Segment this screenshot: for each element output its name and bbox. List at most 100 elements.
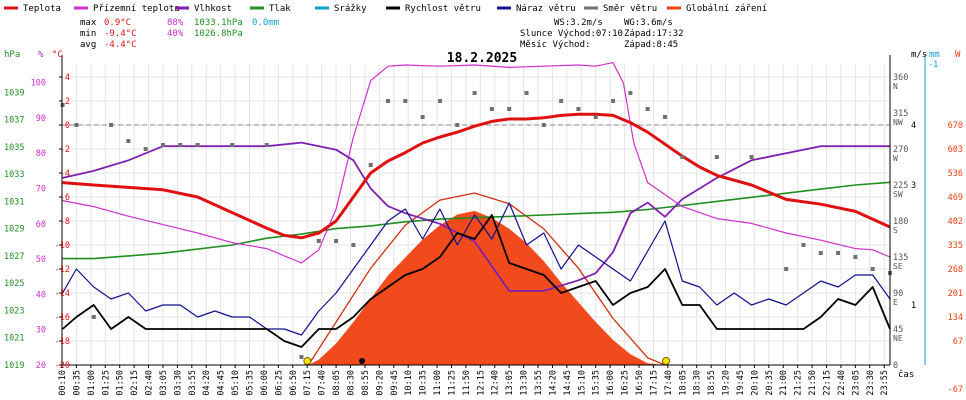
info-sunrise: Slunce Východ:07:10 xyxy=(520,29,623,39)
tick-temp: -10 xyxy=(55,241,70,251)
radiation-area xyxy=(307,192,666,366)
stat-min-temp: -9.4°C xyxy=(104,29,137,39)
tick-x: 16:00 xyxy=(606,370,616,396)
tick-dir: 360 xyxy=(893,73,908,83)
tick-x: 10:10 xyxy=(404,370,414,396)
tick-x: 13:05 xyxy=(505,370,515,396)
unit-ms: m/s xyxy=(911,50,927,60)
tick-w: 469 xyxy=(948,193,963,203)
direction-point xyxy=(351,243,356,247)
chart-title: 18.2.2025 xyxy=(447,51,517,66)
tick-x: 01:50 xyxy=(116,370,126,396)
tick-dir-letter: SE xyxy=(893,262,903,271)
stat-max-hum: 88% xyxy=(167,18,184,28)
tick-x: 09:45 xyxy=(390,370,400,396)
tick-x: 01:00 xyxy=(87,370,97,396)
tick-dir-letter: E xyxy=(893,298,898,307)
stat-max-press: 1033.1hPa xyxy=(194,18,243,28)
tick-ms: 3 xyxy=(911,181,916,191)
stat-max-temp: 0.9°C xyxy=(104,18,131,28)
tick-x: 22:15 xyxy=(823,370,833,396)
direction-point xyxy=(611,99,616,103)
tick-temp: -4 xyxy=(60,169,70,179)
legend-label-prizemni: Přízemní teplota xyxy=(93,4,180,14)
tick-x: 00:10 xyxy=(58,370,68,396)
tick-x: 07:40 xyxy=(318,370,328,396)
tick-pct: 90 xyxy=(36,114,46,124)
direction-point xyxy=(541,123,546,127)
series-prizemni xyxy=(62,62,891,264)
tick-temp: -16 xyxy=(55,313,70,323)
legend: Teplota Přízemní teplota Vlhkost Tlak Srážky… xyxy=(4,4,767,14)
series-zareni xyxy=(308,210,665,365)
tick-dir: 90 xyxy=(893,289,903,299)
series-naraz xyxy=(62,202,891,336)
tick-dir-letter: S xyxy=(893,226,898,235)
tick-temp: 0 xyxy=(65,121,70,131)
tick-dir: 270 xyxy=(893,145,908,155)
tick-temp: -18 xyxy=(55,337,70,347)
direction-point xyxy=(230,143,235,147)
tick-pct: 20 xyxy=(36,361,46,371)
tick-x: 20:10 xyxy=(750,370,760,396)
tick-x: 05:35 xyxy=(246,370,256,396)
direction-point xyxy=(455,123,460,127)
stat-min-hum: 40% xyxy=(167,29,184,39)
direction-point xyxy=(489,107,494,111)
tick-hpa: 1019 xyxy=(4,361,24,371)
direction-point xyxy=(662,115,667,119)
legend-label-srazky: Srážky xyxy=(334,4,367,14)
tick-dir-letter: NW xyxy=(893,118,903,127)
tick-hpa: 1023 xyxy=(4,306,24,316)
stat-avg-label: avg xyxy=(80,40,96,50)
tick-dir: 315 xyxy=(893,109,908,119)
tick-x: 23:30 xyxy=(866,370,876,396)
tick-x: 20:35 xyxy=(765,370,775,396)
direction-point xyxy=(714,155,719,159)
direction-point xyxy=(645,107,650,111)
direction-point xyxy=(680,155,685,159)
direction-point xyxy=(386,99,391,103)
tick-temp: -12 xyxy=(55,265,70,275)
axes: hPa% °C1019102110231025102710291031103310… xyxy=(4,50,963,396)
direction-point xyxy=(437,99,442,103)
series-teoreticke-zareni xyxy=(307,192,666,366)
tick-hpa: 1025 xyxy=(4,279,24,289)
info-wg: WG:3.6m/s xyxy=(624,18,673,28)
tick-w: 402 xyxy=(948,217,963,227)
tick-dir-letter: N xyxy=(893,82,898,91)
tick-x: 08:55 xyxy=(361,370,371,396)
tick-x: 00:35 xyxy=(72,370,82,396)
tick-x: 21:50 xyxy=(808,370,818,396)
unit-mm: mm xyxy=(929,50,940,60)
direction-point xyxy=(334,239,339,243)
tick-dir: 45 xyxy=(893,325,903,335)
tick-ms: 4 xyxy=(911,121,916,131)
tick-pct: 60 xyxy=(36,220,46,230)
tick-x: 10:35 xyxy=(419,370,429,396)
tick-pct: 100 xyxy=(31,79,46,89)
tick-x: 02:40 xyxy=(145,370,155,396)
tick-x: 17:15 xyxy=(649,370,659,396)
tick-hpa: 1039 xyxy=(4,88,24,98)
tick-x: 23:05 xyxy=(851,370,861,396)
tick-hpa: 1029 xyxy=(4,225,24,235)
direction-point xyxy=(91,315,96,319)
tick-x: 18:55 xyxy=(707,370,717,396)
legend-label-teplota: Teplota xyxy=(23,4,61,14)
tick-hpa: 1037 xyxy=(4,116,24,126)
tick-x: 14:20 xyxy=(548,370,558,396)
tick-w: 67 xyxy=(953,337,963,347)
tick-w: 536 xyxy=(948,169,963,179)
stat-avg-temp: -4.4°C xyxy=(104,40,137,50)
unit-c: °C xyxy=(52,50,63,60)
tick-temp: -14 xyxy=(55,289,70,299)
unit-w: W xyxy=(955,50,961,60)
direction-point xyxy=(264,143,269,147)
direction-point xyxy=(299,355,304,359)
legend-label-zareni: Globální záření xyxy=(686,4,767,14)
sunset-marker xyxy=(662,357,671,365)
series-tlak xyxy=(62,181,891,260)
tick-dir: 135 xyxy=(893,253,908,263)
info-moonset: Západ:8:45 xyxy=(624,40,678,50)
